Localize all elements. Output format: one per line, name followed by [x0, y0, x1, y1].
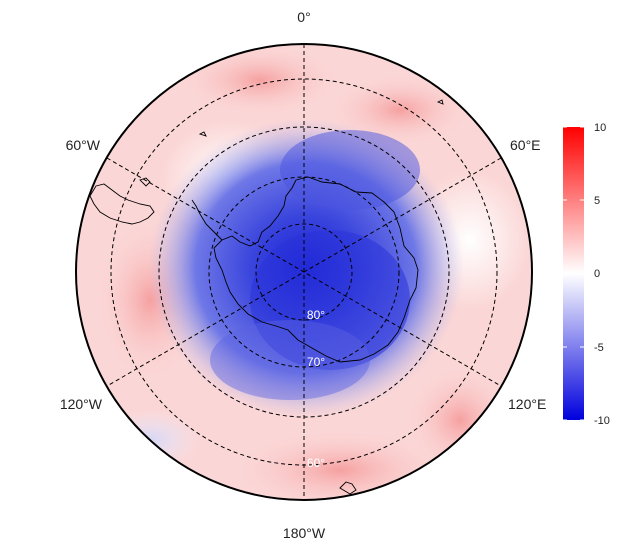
- antarctic-peninsula: [191, 199, 223, 241]
- anomaly-field: [76, 44, 532, 500]
- meridian-60w-120e: [106, 157, 502, 387]
- lat-label-80: 80°: [307, 308, 325, 322]
- colorbar-tick-5: 5: [594, 195, 600, 207]
- lon-label-right-lower: 120°E: [508, 396, 546, 412]
- lon-label-top: 0°: [297, 9, 310, 25]
- falklands: [139, 177, 151, 187]
- island-small-2: [436, 99, 444, 105]
- colorbar-tick-10: 10: [594, 122, 606, 134]
- latitude-circle-80: [255, 223, 353, 321]
- south-america-tip: [89, 183, 155, 225]
- colorbar-gradient: [563, 127, 584, 420]
- colorbar-tick-minus-5: -5: [594, 342, 604, 354]
- colorbar: 10 5 0 -5 -10: [563, 122, 610, 427]
- lon-label-bottom: 180°W: [283, 525, 326, 541]
- lon-label-left-upper: 60°W: [66, 137, 101, 153]
- lon-label-right-upper: 60°E: [510, 137, 541, 153]
- colorbar-ticks: [563, 126, 584, 421]
- island-small-1: [198, 131, 207, 137]
- lon-label-left-lower: 120°W: [60, 396, 103, 412]
- map-border: [75, 43, 533, 501]
- lat-label-70: 70°: [307, 355, 325, 369]
- graticule: [106, 44, 502, 500]
- lat-label-60: 60°: [307, 456, 325, 470]
- island-nz: [339, 481, 357, 495]
- colorbar-tick-0: 0: [594, 268, 600, 280]
- colorbar-tick-minus-10: -10: [594, 415, 610, 427]
